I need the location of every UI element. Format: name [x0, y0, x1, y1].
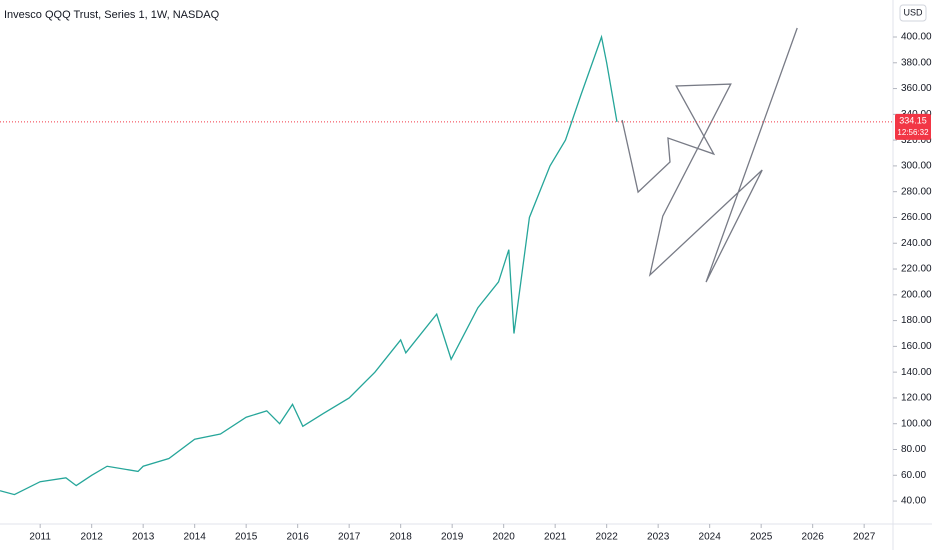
x-tick-label: 2018: [390, 532, 413, 543]
x-tick-label: 2022: [596, 532, 619, 543]
y-tick-label: 200.00: [901, 289, 932, 300]
x-tick-label: 2011: [29, 532, 51, 543]
chart-title: Invesco QQQ Trust, Series 1, 1W, NASDAQ: [4, 9, 220, 21]
y-tick-label: 120.00: [901, 393, 932, 404]
x-tick-label: 2012: [81, 532, 104, 543]
y-tick-label: 140.00: [901, 367, 932, 378]
y-tick-label: 300.00: [901, 161, 932, 172]
x-tick-label: 2026: [802, 532, 825, 543]
x-tick-label: 2021: [544, 532, 567, 543]
last-price-label: 334.15: [899, 115, 927, 125]
x-tick-label: 2023: [647, 532, 670, 543]
price-line: [621, 27, 798, 283]
currency-label: USD: [903, 7, 923, 17]
x-tick-label: 2014: [184, 532, 207, 543]
y-tick-label: 320.00: [901, 135, 932, 146]
x-tick-label: 2025: [750, 532, 773, 543]
y-tick-label: 380.00: [901, 57, 932, 68]
x-tick-label: 2019: [441, 532, 464, 543]
last-price-badge: [895, 113, 931, 140]
currency-button[interactable]: [899, 4, 927, 22]
y-tick-label: 60.00: [901, 470, 926, 481]
x-tick-label: 2015: [235, 532, 258, 543]
y-tick-label: 160.00: [901, 341, 932, 352]
y-tick-label: 180.00: [901, 315, 932, 326]
y-tick-label: 100.00: [901, 418, 932, 429]
price-line: [0, 34, 618, 496]
y-tick-label: 260.00: [901, 212, 932, 223]
y-tick-label: 360.00: [901, 83, 932, 94]
y-tick-label: 80.00: [901, 444, 926, 455]
x-tick-label: 2013: [132, 532, 155, 543]
x-tick-label: 2024: [699, 532, 722, 543]
x-tick-label: 2017: [338, 532, 361, 543]
y-tick-label: 220.00: [901, 264, 932, 275]
y-tick-label: 280.00: [901, 186, 932, 197]
y-tick-label: 240.00: [901, 238, 932, 249]
x-tick-label: 2016: [287, 532, 310, 543]
x-tick-label: 2020: [493, 532, 516, 543]
y-tick-label: 40.00: [901, 496, 926, 507]
y-tick-label: 400.00: [901, 32, 932, 43]
countdown: 12:56:32: [897, 128, 929, 137]
x-tick-label: 2027: [853, 532, 876, 543]
